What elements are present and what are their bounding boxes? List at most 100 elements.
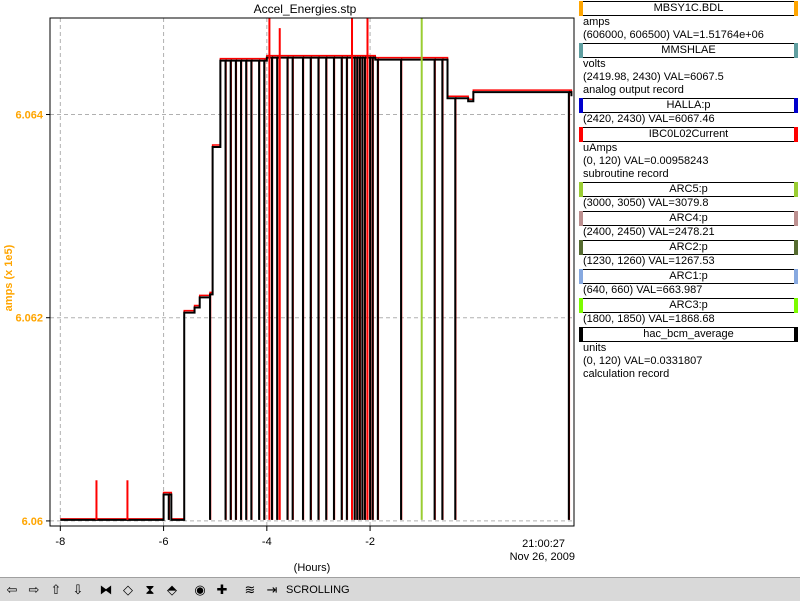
pv-name-label: ARC1:p bbox=[669, 270, 708, 282]
pv-color-swatch bbox=[579, 298, 583, 313]
time-label: 21:00:27 bbox=[522, 538, 565, 550]
pv-info-line: (640, 660) VAL=663.987 bbox=[583, 284, 703, 296]
chart[interactable]: Accel_Energies.stp 6.06 6.062 6.064 -8 -6 -4… bbox=[0, 0, 576, 576]
x-tick-label: -2 bbox=[365, 536, 375, 548]
zoom-out-x-button[interactable]: ◇ bbox=[118, 579, 138, 600]
date-label: Nov 26, 2009 bbox=[510, 551, 575, 563]
pv-name-label: ARC4:p bbox=[669, 212, 708, 224]
y-axis: 6.06 6.062 6.064 bbox=[15, 110, 50, 528]
pv-color-swatch bbox=[794, 298, 798, 313]
pv-name-label: MMSHLAE bbox=[661, 44, 716, 56]
plot-area bbox=[60, 18, 573, 521]
pv-name[interactable]: ARC1:p bbox=[579, 269, 798, 284]
pv-name-label: ARC2:p bbox=[669, 241, 708, 253]
pv-color-swatch bbox=[794, 1, 798, 16]
pv-color-swatch bbox=[794, 43, 798, 58]
pv-info-line: units bbox=[583, 342, 607, 354]
pv-color-swatch bbox=[579, 127, 583, 142]
toolbar: ⇦ ⇨ ⇧ ⇩ ⧓ ◇ ⧗ ⬘ ◉ ✚ ≋ ⇥ SCROLLING bbox=[0, 577, 800, 601]
status-text: SCROLLING bbox=[286, 583, 350, 596]
pv-name[interactable]: HALLA:p bbox=[579, 98, 798, 113]
pv-color-swatch bbox=[579, 327, 583, 342]
pv-entry[interactable]: ARC1:p (640, 660) VAL=663.987 bbox=[577, 269, 800, 297]
scroll-up-button[interactable]: ⇧ bbox=[46, 579, 66, 600]
y-tick-label: 6.064 bbox=[15, 110, 43, 122]
chart-title: Accel_Energies.stp bbox=[254, 2, 357, 16]
pv-legend: MBSY1C.BDL amps (606000, 606500) VAL=1.517… bbox=[577, 0, 800, 576]
pv-info-line: (0, 120) VAL=0.0331807 bbox=[583, 355, 703, 367]
pv-name[interactable]: MBSY1C.BDL bbox=[579, 1, 798, 16]
pv-info-line: subroutine record bbox=[583, 168, 669, 180]
pv-name[interactable]: ARC2:p bbox=[579, 240, 798, 255]
pv-info-line: analog output record bbox=[583, 84, 684, 96]
x-tick-label: -8 bbox=[55, 536, 65, 548]
y-axis-label: amps (x 1e5) bbox=[3, 244, 15, 311]
pv-info-line: calculation record bbox=[583, 368, 670, 380]
pv-color-swatch bbox=[579, 1, 583, 16]
plot-frame bbox=[49, 17, 575, 527]
pv-info-line: (606000, 606500) VAL=1.51764e+06 bbox=[583, 29, 764, 41]
pv-name-label: ARC3:p bbox=[669, 299, 708, 311]
auto-scale-button[interactable]: ≋ bbox=[240, 579, 260, 600]
pv-color-swatch bbox=[579, 43, 583, 58]
x-axis-label: (Hours) bbox=[294, 562, 331, 574]
pv-color-swatch bbox=[794, 240, 798, 255]
pv-entry[interactable]: MBSY1C.BDL amps (606000, 606500) VAL=1.517… bbox=[577, 1, 800, 42]
y-tick-label: 6.062 bbox=[15, 313, 43, 325]
pv-name-label: ARC5:p bbox=[669, 183, 708, 195]
pv-entry[interactable]: ARC5:p (3000, 3050) VAL=3079.8 bbox=[577, 182, 800, 210]
y-tick-label: 6.06 bbox=[22, 516, 43, 528]
pv-name[interactable]: MMSHLAE bbox=[579, 43, 798, 58]
pv-entry[interactable]: ARC3:p (1800, 1850) VAL=1868.68 bbox=[577, 298, 800, 326]
pv-color-swatch bbox=[794, 98, 798, 113]
pv-entry[interactable]: MMSHLAE volts (2419.98, 2430) VAL=6067.5 an… bbox=[577, 43, 800, 97]
pv-name-label: HALLA:p bbox=[666, 99, 711, 111]
jump-end-button[interactable]: ⇥ bbox=[262, 579, 282, 600]
pv-name[interactable]: ARC5:p bbox=[579, 182, 798, 197]
pv-entry[interactable]: ARC2:p (1230, 1260) VAL=1267.53 bbox=[577, 240, 800, 268]
pv-color-swatch bbox=[794, 211, 798, 226]
pv-name[interactable]: hac_bcm_average bbox=[579, 327, 798, 342]
zoom-in-x-button[interactable]: ⧓ bbox=[96, 579, 116, 600]
scroll-left-button[interactable]: ⇦ bbox=[2, 579, 22, 600]
zoom-out-y-button[interactable]: ⬘ bbox=[162, 579, 182, 600]
config-button[interactable]: ◉ bbox=[190, 579, 210, 600]
scroll-down-button[interactable]: ⇩ bbox=[68, 579, 88, 600]
pv-info-line: uAmps bbox=[583, 142, 618, 154]
pv-color-swatch bbox=[579, 240, 583, 255]
pv-info-line: (0, 120) VAL=0.00958243 bbox=[583, 155, 709, 167]
zoom-in-y-button[interactable]: ⧗ bbox=[140, 579, 160, 600]
x-tick-label: -6 bbox=[159, 536, 169, 548]
x-axis: -8 -6 -4 -2 bbox=[55, 526, 375, 548]
pv-name[interactable]: ARC3:p bbox=[579, 298, 798, 313]
pv-name-label: MBSY1C.BDL bbox=[653, 2, 724, 14]
pv-color-swatch bbox=[794, 127, 798, 142]
pv-name[interactable]: ARC4:p bbox=[579, 211, 798, 226]
pv-name-label: IBC0L02Current bbox=[648, 128, 729, 140]
pv-color-swatch bbox=[794, 182, 798, 197]
pv-info-line: (2400, 2450) VAL=2478.21 bbox=[583, 226, 715, 238]
pv-name[interactable]: IBC0L02Current bbox=[579, 127, 798, 142]
pv-info-line: (2419.98, 2430) VAL=6067.5 bbox=[583, 71, 724, 83]
pv-entry[interactable]: IBC0L02Current uAmps (0, 120) VAL=0.009582… bbox=[577, 127, 800, 181]
pv-entry[interactable]: ARC4:p (2400, 2450) VAL=2478.21 bbox=[577, 211, 800, 239]
pv-color-swatch bbox=[579, 98, 583, 113]
pv-info-line: (3000, 3050) VAL=3079.8 bbox=[583, 197, 709, 209]
pv-color-swatch bbox=[579, 182, 583, 197]
pv-color-swatch bbox=[794, 327, 798, 342]
pv-color-swatch bbox=[794, 269, 798, 284]
pv-entry[interactable]: HALLA:p (2420, 2430) VAL=6067.46 bbox=[577, 98, 800, 126]
pv-color-swatch bbox=[579, 269, 583, 284]
pv-name-label: hac_bcm_average bbox=[643, 328, 734, 340]
grid bbox=[50, 18, 574, 526]
series-line bbox=[60, 54, 573, 520]
scroll-right-button[interactable]: ⇨ bbox=[24, 579, 44, 600]
x-tick-label: -4 bbox=[262, 536, 272, 548]
series-line bbox=[60, 56, 573, 521]
add-pv-button[interactable]: ✚ bbox=[212, 579, 232, 600]
pv-info-line: (2420, 2430) VAL=6067.46 bbox=[583, 113, 715, 125]
pv-info-line: (1800, 1850) VAL=1868.68 bbox=[583, 313, 715, 325]
pv-color-swatch bbox=[579, 211, 583, 226]
pv-info-line: amps bbox=[583, 16, 610, 28]
